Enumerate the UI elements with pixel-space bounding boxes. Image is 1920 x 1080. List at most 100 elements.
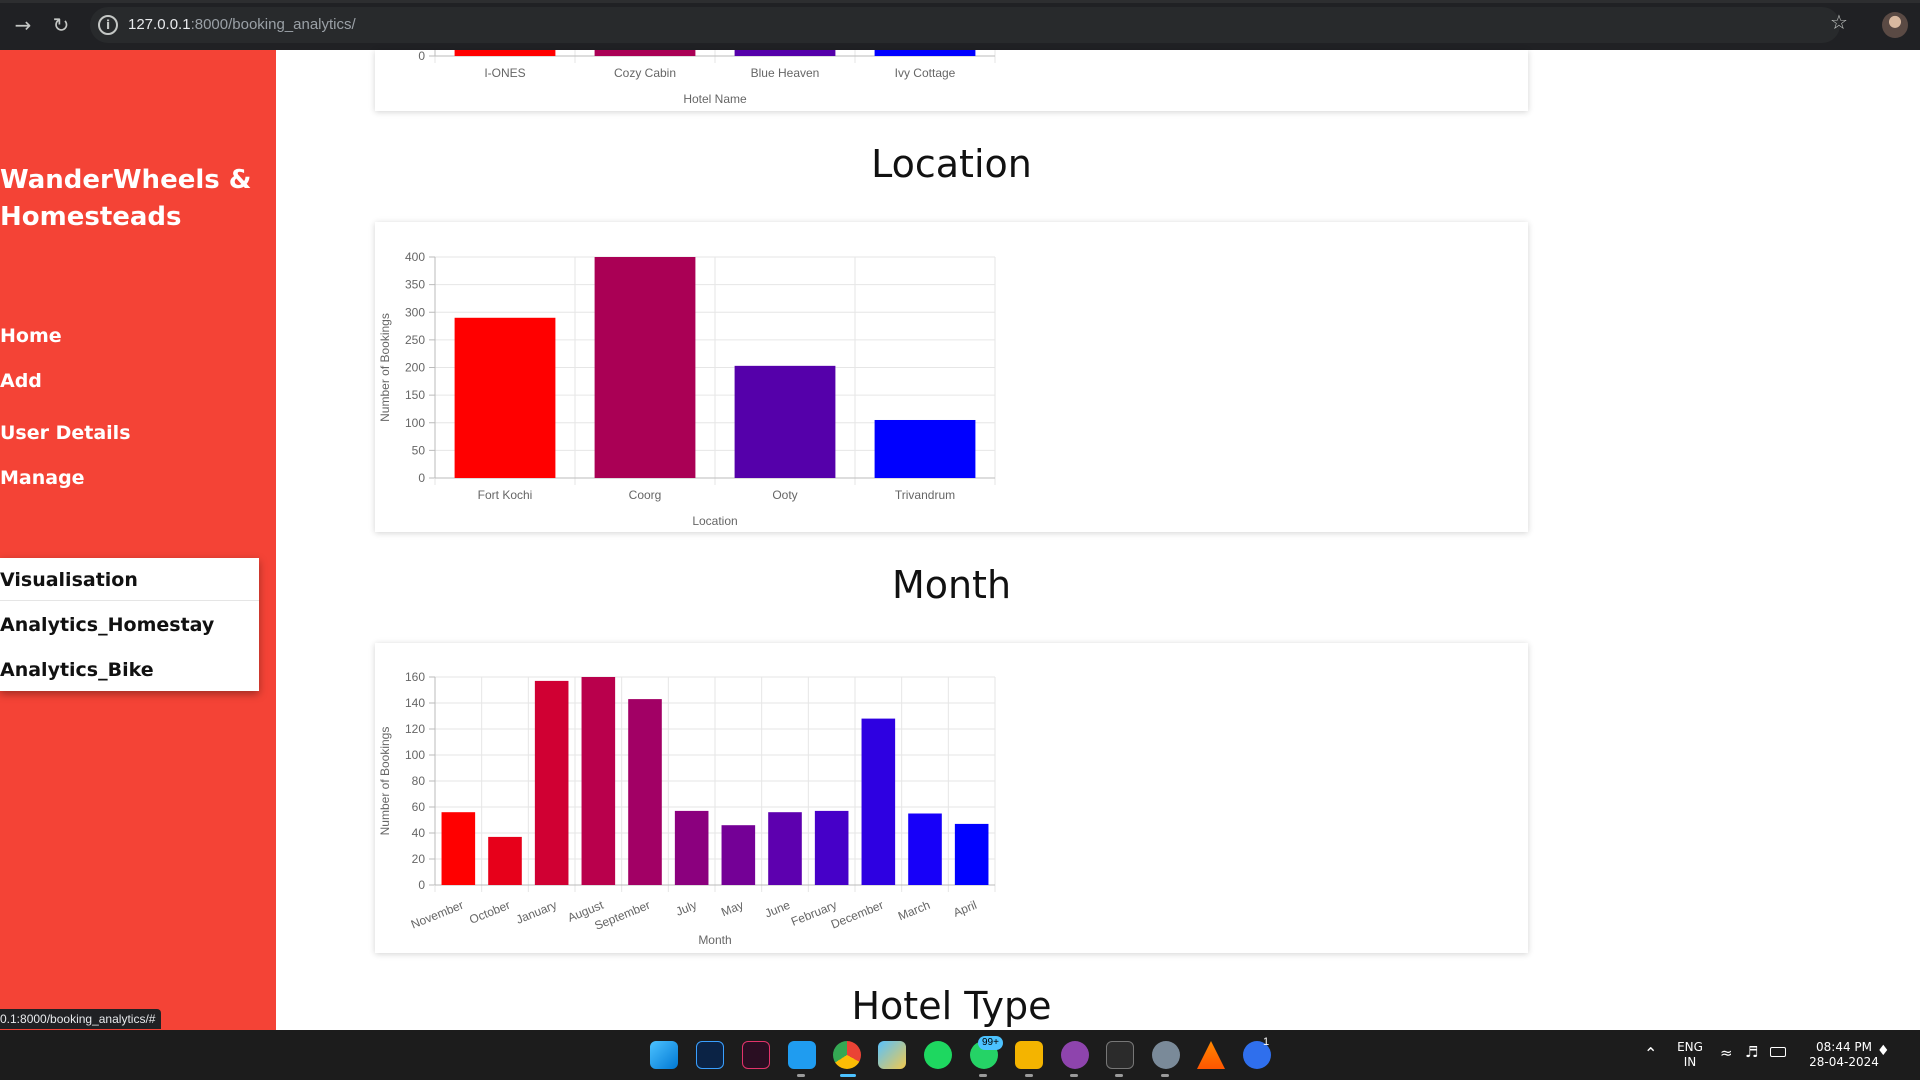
url-path: :8000/booking_analytics/	[190, 16, 356, 33]
lightroom-icon[interactable]	[696, 1041, 724, 1069]
x-axis-title: Location	[692, 514, 737, 528]
chevron-up-icon[interactable]: ⌃	[1644, 1044, 1658, 1063]
y-axis-title: Number of Bookings	[378, 727, 392, 836]
month-chart: 0 20 40 60 80 100 120 140 160 November October Janu…	[378, 670, 996, 947]
spotify-icon[interactable]	[924, 1041, 952, 1069]
battery-icon[interactable]	[1770, 1047, 1786, 1057]
bar	[908, 813, 942, 885]
tab-strip-edge	[0, 0, 1920, 3]
bar	[628, 699, 662, 885]
file-explorer-icon[interactable]	[1015, 1041, 1043, 1069]
running-indicator	[979, 1074, 987, 1077]
edge-notification-count: 1	[1263, 1036, 1270, 1048]
photos-icon[interactable]	[878, 1041, 906, 1069]
nav-add[interactable]: Add	[0, 370, 42, 392]
bar	[814, 810, 849, 885]
nav-home[interactable]: Home	[0, 325, 62, 347]
nav-user-details[interactable]: User Details	[0, 422, 131, 444]
x-tick-label: Trivandrum	[895, 488, 955, 502]
y-tick-label: 100	[405, 416, 425, 430]
x-tick-label: Coorg	[629, 488, 662, 502]
language-indicator[interactable]: ENG IN	[1672, 1040, 1708, 1070]
region-code: IN	[1683, 1055, 1697, 1069]
location-section-title: Location	[871, 142, 1032, 186]
x-axis-title: Hotel Name	[683, 92, 747, 106]
running-indicator	[1025, 1074, 1033, 1077]
bar	[674, 810, 709, 885]
running-indicator	[1070, 1074, 1078, 1077]
bar	[488, 836, 522, 885]
settings-icon[interactable]	[1152, 1041, 1180, 1069]
terminal-icon[interactable]	[1106, 1041, 1134, 1069]
x-tick-label: Ivy Cottage	[895, 66, 956, 80]
github-icon[interactable]	[1061, 1041, 1089, 1069]
x-tick-label: Blue Heaven	[751, 66, 820, 80]
running-indicator	[1161, 1074, 1169, 1077]
bar	[768, 812, 802, 885]
chrome-icon[interactable]	[833, 1041, 861, 1069]
month-chart-card: 0 20 40 60 80 100 120 140 160 November October Janu…	[375, 643, 1528, 953]
y-tick-label: 80	[412, 774, 426, 788]
hotel-name-chart: 0 I-ONES Cozy Cabin Blue Heaven Ivy Cottage H…	[418, 50, 996, 106]
y-axis-title: Number of Bookings	[378, 313, 392, 422]
location-chart-card: 0 50 100 150 200 250 300 350 400 Fort Kochi Coorg O…	[375, 222, 1528, 532]
site-info-icon[interactable]: i	[98, 15, 118, 35]
whatsapp-badge: 99+	[978, 1036, 1003, 1050]
location-chart: 0 50 100 150 200 250 300 350 400 Fort Kochi Coorg O…	[378, 250, 996, 528]
y-tick-label: 300	[405, 305, 425, 319]
y-tick-label: 250	[405, 333, 425, 347]
bar	[874, 50, 976, 56]
profile-avatar[interactable]	[1882, 12, 1908, 38]
clock[interactable]: 08:44 PM 28-04-2024	[1800, 1040, 1888, 1070]
bar	[861, 718, 896, 885]
bar	[454, 50, 556, 56]
y-tick-label: 120	[405, 722, 425, 736]
start-icon[interactable]	[650, 1041, 678, 1069]
address-bar[interactable]: i 127.0.0.1:8000/booking_analytics/	[90, 7, 1840, 43]
url-text[interactable]: 127.0.0.1:8000/booking_analytics/	[128, 16, 356, 33]
y-tick-label: 0	[418, 50, 425, 63]
edge-icon[interactable]	[1243, 1041, 1271, 1069]
y-tick-label: 160	[405, 670, 425, 684]
x-tick-label: I-ONES	[484, 66, 525, 80]
bar	[734, 365, 836, 478]
bookmark-star-icon[interactable]: ☆	[1830, 10, 1848, 34]
y-tick-label: 200	[405, 361, 425, 375]
brand-title: WanderWheels & Homesteads	[0, 165, 252, 232]
notification-bell-icon[interactable]: ♦	[1877, 1043, 1890, 1059]
x-tick-label: June	[763, 898, 793, 921]
x-tick-label: April	[951, 898, 979, 920]
nav-manage[interactable]: Manage	[0, 467, 85, 489]
y-tick-label: 0	[418, 878, 425, 892]
menu-item-analytics-bike[interactable]: Analytics_Bike	[0, 659, 154, 681]
forward-icon[interactable]: →	[14, 13, 32, 37]
y-tick-label: 0	[418, 471, 425, 485]
bar	[441, 812, 476, 885]
vscode-icon[interactable]	[788, 1041, 816, 1069]
x-tick-label: Ooty	[772, 488, 797, 502]
bar	[594, 257, 696, 478]
x-tick-label: July	[674, 898, 699, 919]
reload-icon[interactable]: ↻	[52, 13, 70, 37]
bar	[721, 825, 756, 885]
menu-item-visualisation[interactable]: Visualisation	[0, 569, 138, 591]
menu-item-analytics-homestay[interactable]: Analytics_Homestay	[0, 614, 215, 636]
y-tick-label: 140	[405, 696, 425, 710]
url-host: 127.0.0.1	[128, 16, 191, 33]
hotel-type-section-title: Hotel Type	[851, 984, 1052, 1028]
x-axis-title: Month	[698, 933, 731, 947]
bar	[581, 677, 616, 885]
taskbar: 99+ 1 ⌃ ENG IN ≈ ♬ 08:44 PM 28-04-2024 ♦	[0, 1030, 1920, 1080]
bar	[954, 823, 989, 885]
wifi-icon[interactable]: ≈	[1720, 1044, 1733, 1062]
clock-date: 28-04-2024	[1809, 1055, 1879, 1069]
y-tick-label: 40	[412, 826, 426, 840]
volume-icon[interactable]: ♬	[1745, 1043, 1759, 1061]
active-indicator	[840, 1074, 856, 1077]
status-link-preview: 0.1:8000/booking_analytics/#	[0, 1009, 162, 1029]
sidebar: WanderWheels & Homesteads Home Add User …	[0, 50, 276, 1030]
bar	[534, 680, 569, 885]
y-tick-label: 20	[412, 852, 426, 866]
app-icon[interactable]	[742, 1041, 770, 1069]
vlc-icon[interactable]	[1197, 1041, 1225, 1069]
